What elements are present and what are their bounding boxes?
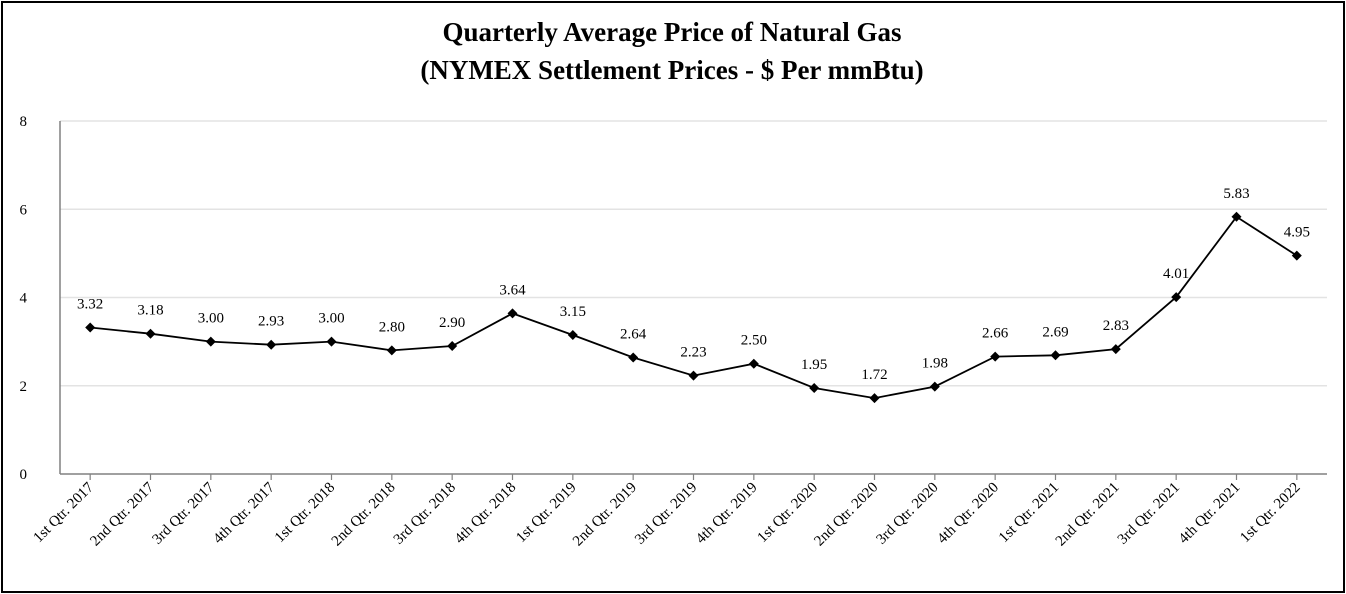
data-label: 3.32 — [77, 297, 103, 313]
data-label: 3.00 — [318, 311, 344, 327]
data-label: 1.95 — [801, 357, 827, 373]
x-tick-label: 3rd Qtr. 2020 — [873, 480, 941, 548]
data-label: 1.72 — [861, 367, 887, 383]
x-tick-label: 4th Qtr. 2019 — [693, 480, 761, 548]
x-tick-label: 3rd Qtr. 2018 — [391, 480, 459, 548]
data-point-marker — [628, 352, 639, 363]
data-point-marker — [266, 339, 277, 350]
y-tick-label: 4 — [20, 291, 28, 307]
data-point-marker — [1110, 344, 1121, 355]
data-point-marker — [447, 341, 458, 351]
data-label: 2.66 — [982, 326, 1009, 342]
data-point-marker — [1291, 250, 1302, 261]
data-point-marker — [85, 322, 96, 333]
data-label: 2.69 — [1042, 324, 1068, 340]
data-label: 2.93 — [258, 314, 284, 330]
data-label: 4.01 — [1163, 266, 1189, 282]
data-point-marker — [869, 393, 880, 404]
data-point-marker — [567, 330, 578, 340]
data-point-marker — [326, 336, 337, 347]
x-tick-label: 1st Qtr. 2017 — [31, 479, 98, 546]
x-tick-label: 1st Qtr. 2022 — [1237, 480, 1303, 546]
data-point-marker — [1050, 350, 1061, 361]
x-tick-label: 3rd Qtr. 2021 — [1115, 480, 1183, 548]
x-tick-label: 3rd Qtr. 2019 — [632, 480, 700, 548]
data-label: 3.64 — [499, 282, 526, 298]
x-tick-label: 1st Qtr. 2018 — [272, 480, 338, 546]
data-label: 2.23 — [680, 345, 706, 361]
data-label: 3.15 — [560, 304, 586, 320]
data-point-marker — [688, 370, 699, 381]
x-tick-label: 4th Qtr. 2018 — [452, 480, 520, 548]
data-point-marker — [929, 381, 940, 392]
data-point-marker — [1171, 292, 1182, 303]
data-point-marker — [990, 351, 1001, 362]
data-label: 1.98 — [922, 356, 948, 372]
data-label: 3.00 — [198, 311, 224, 327]
x-tick-label: 2nd Qtr. 2020 — [811, 480, 881, 550]
data-label: 2.83 — [1103, 318, 1129, 334]
data-point-marker — [748, 358, 759, 369]
x-tick-label: 2nd Qtr. 2019 — [570, 480, 640, 550]
data-label: 2.64 — [620, 327, 647, 343]
chart-subtitle: (NYMEX Settlement Prices - $ Per mmBtu) — [420, 55, 924, 85]
x-tick-label: 1st Qtr. 2021 — [996, 480, 1062, 546]
data-label: 3.18 — [137, 303, 163, 319]
data-label: 2.90 — [439, 315, 465, 331]
data-label: 2.50 — [741, 333, 767, 349]
data-point-marker — [507, 308, 518, 319]
data-label: 2.80 — [379, 319, 405, 335]
x-tick-label: 3rd Qtr. 2017 — [149, 479, 218, 548]
y-tick-label: 8 — [20, 114, 28, 130]
data-point-marker — [386, 345, 397, 356]
x-tick-label: 1st Qtr. 2020 — [755, 480, 821, 546]
data-point-marker — [1231, 211, 1242, 222]
x-tick-label: 2nd Qtr. 2021 — [1053, 480, 1123, 550]
y-tick-label: 2 — [20, 379, 28, 395]
y-tick-label: 0 — [20, 467, 28, 483]
x-tick-label: 4th Qtr. 2020 — [934, 480, 1002, 548]
data-label: 4.95 — [1284, 225, 1310, 241]
x-tick-label: 2nd Qtr. 2017 — [87, 479, 157, 549]
x-tick-label: 2nd Qtr. 2018 — [329, 480, 399, 550]
data-point-marker — [809, 383, 820, 393]
y-tick-label: 6 — [20, 202, 28, 218]
data-point-marker — [145, 328, 156, 339]
x-tick-label: 4th Qtr. 2021 — [1176, 480, 1244, 548]
x-tick-label: 1st Qtr. 2019 — [513, 480, 579, 546]
chart-title: Quarterly Average Price of Natural Gas — [442, 17, 902, 47]
data-label: 5.83 — [1223, 186, 1249, 202]
x-tick-label: 4th Qtr. 2017 — [210, 479, 278, 547]
data-point-marker — [205, 336, 216, 347]
